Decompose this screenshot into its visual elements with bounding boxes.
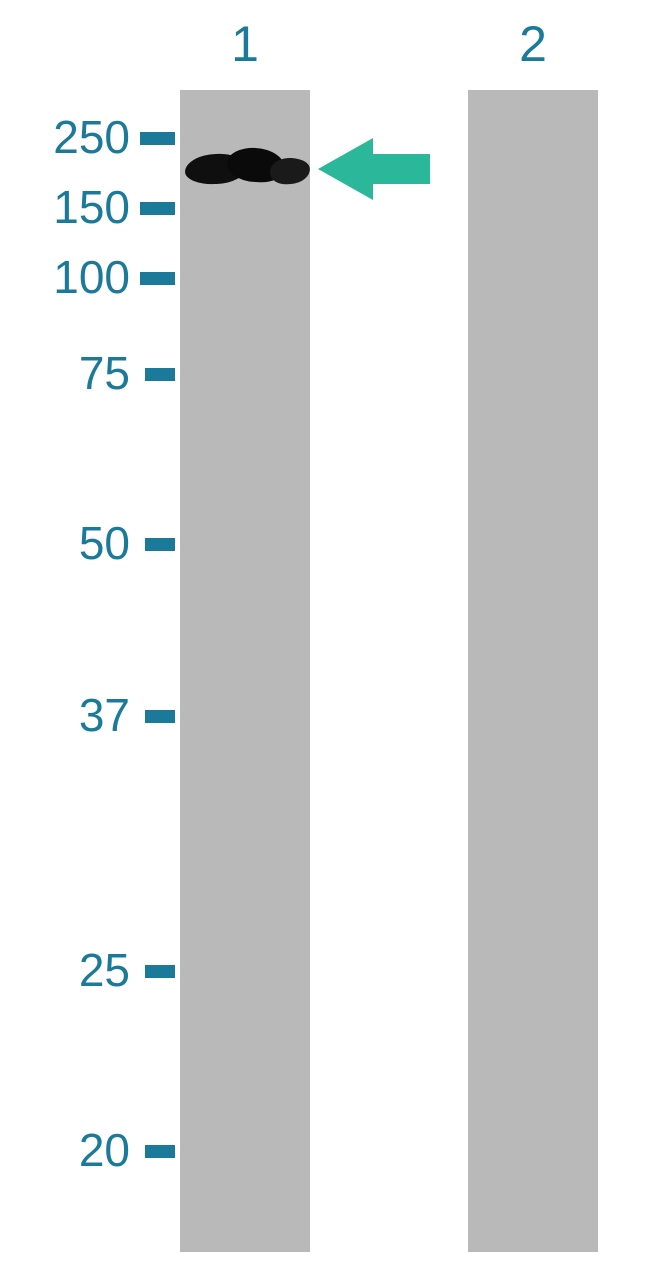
marker-100: 100	[53, 250, 130, 304]
marker-250-tick	[140, 132, 175, 145]
lane-2-label: 2	[513, 15, 553, 73]
marker-100-tick	[140, 272, 175, 285]
arrow-head-icon	[318, 138, 373, 200]
marker-50: 50	[79, 516, 130, 570]
marker-150-tick	[140, 202, 175, 215]
western-blot-figure: 1 2 250 150 100 75 50 37 25 20	[0, 0, 650, 1270]
lane-2	[468, 90, 598, 1252]
band-arrow	[318, 138, 438, 200]
marker-50-tick	[145, 538, 175, 551]
lane-1	[180, 90, 310, 1252]
marker-20-tick	[145, 1145, 175, 1158]
protein-band-lane1	[185, 148, 309, 188]
marker-250: 250	[53, 110, 130, 164]
marker-150: 150	[53, 180, 130, 234]
marker-37: 37	[79, 688, 130, 742]
marker-25: 25	[79, 943, 130, 997]
arrow-shaft	[372, 154, 430, 184]
marker-20: 20	[79, 1123, 130, 1177]
marker-75: 75	[79, 346, 130, 400]
lane-1-label: 1	[225, 15, 265, 73]
marker-25-tick	[145, 965, 175, 978]
marker-37-tick	[145, 710, 175, 723]
marker-75-tick	[145, 368, 175, 381]
